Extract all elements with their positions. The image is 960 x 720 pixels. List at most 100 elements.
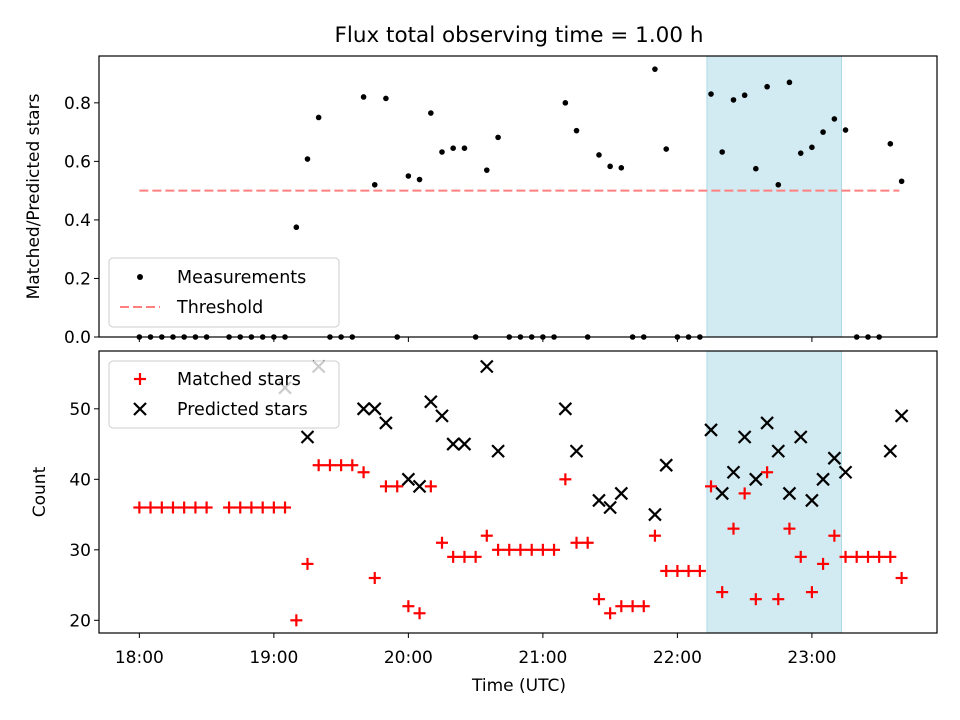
- matched-star-point: [895, 572, 908, 585]
- predicted-star-point: [838, 465, 853, 480]
- matched-star-point: [727, 522, 740, 535]
- predicted-star-point: [592, 493, 606, 508]
- chart-title: Flux total observing time = 1.00 h: [335, 23, 704, 48]
- matched-star-point: [660, 564, 673, 577]
- x-axis-label: Time (UTC): [471, 676, 566, 696]
- matched-star-point: [413, 607, 426, 620]
- measurement-point: [753, 165, 759, 172]
- measurement-point: [439, 149, 445, 155]
- matched-star-point: [391, 480, 404, 493]
- matched-star-point: [850, 550, 863, 563]
- matched-star-point: [323, 459, 336, 472]
- measurement-point: [405, 173, 412, 179]
- matched-star-point: [469, 550, 482, 563]
- matched-star-point: [592, 593, 605, 606]
- predicted-star-point: [401, 472, 416, 487]
- measurement-point: [775, 181, 782, 188]
- x-tick-label: 23:00: [787, 648, 836, 668]
- predicted-star-point: [894, 409, 909, 423]
- predicted-star-point: [715, 486, 729, 501]
- y-tick-label: 20: [69, 611, 91, 631]
- matched-star-point: [200, 501, 213, 514]
- measurement-point: [450, 145, 456, 152]
- matched-stars-series: [133, 459, 908, 627]
- predicted-star-point: [435, 409, 449, 423]
- predicted-star-point: [367, 402, 382, 416]
- predicted-star-point: [569, 444, 584, 458]
- matched-star-point: [402, 600, 415, 613]
- predicted-star-point: [827, 451, 842, 465]
- predicted-star-point: [793, 430, 808, 444]
- matched-star-point: [223, 501, 236, 514]
- predicted-star-point: [704, 423, 718, 437]
- x-tick-label: 18:00: [115, 648, 164, 668]
- matched-star-point: [637, 600, 650, 613]
- y-tick-label: 0.8: [64, 94, 91, 114]
- bottom-shaded-region: [706, 351, 842, 633]
- bottom-axes-frame: [98, 350, 938, 634]
- matched-star-point: [436, 536, 449, 549]
- matched-star-point: [581, 536, 594, 549]
- x-tick-label: 19:00: [249, 648, 298, 668]
- matched-star-point: [234, 501, 247, 514]
- measurement-point: [495, 134, 501, 141]
- measurement-point: [360, 94, 367, 100]
- matched-star-point: [245, 501, 258, 514]
- measurement-point: [562, 100, 569, 106]
- predicted-star-point: [614, 486, 629, 501]
- matched-star-point: [749, 593, 762, 606]
- top-shaded-region: [706, 56, 842, 337]
- matched-star-point: [166, 501, 179, 514]
- bottom-legend: Matched stars Predicted stars: [108, 360, 340, 429]
- predicted-star-point: [356, 402, 371, 416]
- measurement-point: [708, 91, 714, 97]
- matched-star-point: [189, 501, 202, 514]
- matched-star-point: [525, 543, 538, 556]
- top-axes-frame: [98, 55, 938, 338]
- matched-star-point: [817, 557, 830, 570]
- legend-predicted-label: Predicted stars: [177, 400, 308, 420]
- matched-star-point: [794, 550, 807, 563]
- x-tick-label: 20:00: [384, 648, 433, 668]
- bottom-y-axis-label: Count: [30, 466, 50, 517]
- matched-star-point: [772, 593, 785, 606]
- y-tick-label: 0.6: [64, 152, 91, 172]
- predicted-star-point: [659, 458, 674, 472]
- matched-star-point: [559, 473, 572, 486]
- matched-star-point: [705, 480, 718, 493]
- matched-star-point: [144, 501, 157, 514]
- measurement-point: [607, 163, 613, 170]
- matched-star-point: [256, 501, 269, 514]
- predicted-star-point: [816, 472, 830, 487]
- x-tick-label: 22:00: [653, 648, 702, 668]
- predicted-star-point: [648, 507, 662, 522]
- bottom-y-ticks: 20 30 40 50: [69, 400, 99, 631]
- measurement-point: [842, 127, 849, 133]
- predicted-star-point: [726, 465, 741, 480]
- matched-star-point: [312, 459, 325, 472]
- matched-star-point: [716, 586, 729, 599]
- predicted-star-point: [424, 394, 438, 409]
- predicted-star-point: [558, 402, 573, 416]
- y-tick-label: 0.2: [64, 269, 91, 289]
- predicted-star-point: [737, 430, 752, 444]
- y-tick-label: 50: [69, 400, 91, 420]
- legend-measurements-label: Measurements: [177, 268, 306, 288]
- matched-star-point: [301, 557, 314, 570]
- predicted-star-point: [782, 486, 797, 501]
- matched-star-point: [884, 550, 897, 563]
- predicted-star-point: [491, 444, 505, 458]
- top-legend: Measurements Threshold: [108, 257, 340, 328]
- matched-star-point: [357, 466, 370, 479]
- y-tick-label: 0.4: [64, 211, 91, 231]
- top-y-axis-label: Matched/Predicted stars: [24, 93, 44, 299]
- x-tick-label: 21:00: [518, 648, 567, 668]
- measurement-point: [741, 92, 748, 99]
- shaded-span-rect: [706, 351, 842, 633]
- matched-star-point: [492, 543, 505, 556]
- shaded-span-rect: [706, 56, 842, 337]
- matched-star-point: [682, 564, 695, 577]
- measurement-point: [315, 114, 322, 121]
- matched-star-point: [861, 550, 874, 563]
